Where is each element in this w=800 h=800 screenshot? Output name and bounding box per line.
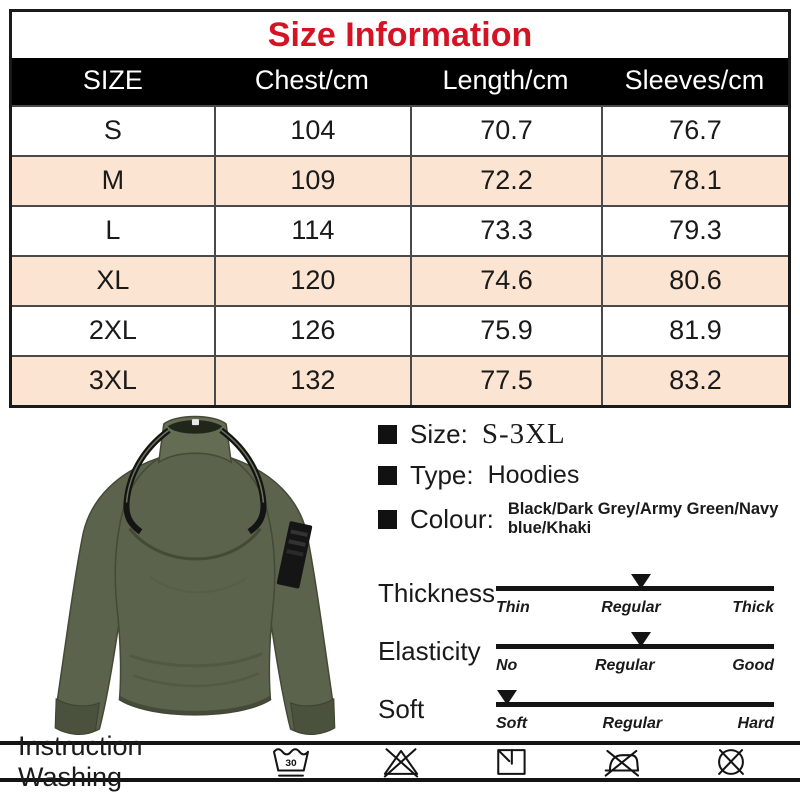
slider-label: Elasticity — [378, 636, 481, 666]
spec-colour: Colour: Black/Dark Grey/Army Green/Navy … — [378, 500, 792, 538]
slider-track: No Regular Good — [496, 632, 774, 675]
tick-left: Thin — [496, 599, 530, 616]
col-header-sleeves: Sleeves/cm — [624, 65, 765, 95]
attribute-sliders: Thickness Thin Regular Thick Elasticity — [378, 574, 792, 733]
spec-label: Colour: — [410, 503, 494, 534]
spec-label: Type: — [410, 460, 474, 490]
table-row: S 104 70.7 76.7 — [12, 105, 788, 155]
slider-marker — [630, 574, 651, 589]
do-not-iron-icon — [604, 749, 640, 777]
col-header-chest: Chest/cm — [254, 65, 369, 95]
slider-line — [496, 702, 774, 707]
slider-track: Thin Regular Thick — [496, 574, 774, 617]
spec-size: Size: S-3XL — [378, 418, 792, 451]
cell-sleeves: 76.7 — [600, 107, 788, 155]
square-bullet-icon — [378, 466, 397, 485]
tick-center: Regular — [602, 715, 663, 732]
table-row: 2XL 126 75.9 81.9 — [12, 305, 788, 355]
washing-icons: 30 — [236, 745, 800, 779]
pullover-illustration — [54, 415, 336, 736]
cell-chest: 104 — [213, 107, 410, 155]
tick-center: Regular — [594, 657, 655, 674]
cell-length: 75.9 — [410, 307, 601, 355]
cell-length: 77.5 — [410, 357, 601, 405]
cell-length: 73.3 — [410, 207, 601, 255]
size-table: Size Information SIZE Chest/cm Length/cm… — [9, 9, 791, 408]
cell-size: M — [101, 165, 125, 195]
cell-chest: 109 — [213, 157, 410, 205]
square-bullet-icon — [378, 509, 397, 529]
cell-sleeves: 78.1 — [600, 157, 788, 205]
tick-left: No — [496, 657, 518, 674]
product-photo-pullover — [26, 406, 374, 738]
cell-size: 2XL — [88, 315, 137, 345]
col-header-length: Length/cm — [442, 65, 569, 95]
tick-right: Good — [732, 657, 774, 674]
cell-size: 3XL — [88, 365, 137, 395]
tick-left: Soft — [496, 715, 528, 732]
tick-right: Hard — [737, 715, 774, 732]
cell-size: S — [103, 115, 122, 145]
cell-size: XL — [96, 265, 130, 295]
cell-sleeves: 81.9 — [600, 307, 788, 355]
slider-ticks: No Regular Good — [496, 657, 774, 675]
washing-label: Instruction Washing — [18, 730, 143, 792]
cell-sleeves: 80.6 — [600, 257, 788, 305]
table-row: XL 120 74.6 80.6 — [12, 255, 788, 305]
cell-chest: 132 — [213, 357, 410, 405]
do-not-dry-clean-icon — [718, 748, 744, 775]
cell-size: L — [105, 215, 121, 245]
slider-marker — [497, 690, 518, 705]
slider-ticks: Thin Regular Thick — [496, 599, 774, 617]
dry-in-shade-icon — [497, 748, 526, 775]
spec-label: Size: — [410, 419, 468, 449]
spec-type: Type: Hoodies — [378, 460, 792, 491]
slider-label: Thickness — [378, 578, 496, 608]
thickness-slider: Thickness Thin Regular Thick — [378, 574, 792, 617]
cell-length: 70.7 — [410, 107, 601, 155]
slider-label: Soft — [378, 694, 425, 724]
cell-chest: 120 — [213, 257, 410, 305]
table-header-row: SIZE Chest/cm Length/cm Sleeves/cm — [12, 58, 788, 105]
do-not-bleach-icon — [383, 747, 419, 777]
slider-ticks: Soft Regular Hard — [496, 715, 774, 733]
tick-center: Regular — [601, 599, 661, 616]
cell-sleeves: 83.2 — [600, 357, 788, 405]
table-row: L 114 73.3 79.3 — [12, 205, 788, 255]
cell-chest: 114 — [213, 207, 410, 255]
soft-slider: Soft Soft Regular Hard — [378, 690, 792, 733]
slider-marker — [630, 632, 651, 647]
spec-value: S-3XL — [481, 418, 566, 450]
cell-length: 72.2 — [410, 157, 601, 205]
tick-right: Thick — [732, 599, 774, 616]
table-row: 3XL 132 77.5 83.2 — [12, 355, 788, 405]
wash-30-icon: 30 — [272, 747, 310, 777]
product-info: Size: S-3XL Type: Hoodies Colour: Black/… — [378, 418, 792, 748]
square-bullet-icon — [378, 425, 397, 444]
cell-length: 74.6 — [410, 257, 601, 305]
washing-instruction-bar: Instruction Washing 30 — [0, 731, 800, 792]
spec-value: Hoodies — [487, 461, 580, 489]
cell-chest: 126 — [213, 307, 410, 355]
spec-value: Black/Dark Grey/Army Green/Navy blue/Kha… — [507, 500, 779, 537]
col-header-size: SIZE — [82, 65, 143, 95]
sleeve-patch — [276, 521, 313, 589]
page-title: Size Information — [12, 12, 788, 58]
elasticity-slider: Elasticity No Regular Good — [378, 632, 792, 675]
svg-text:30: 30 — [285, 758, 297, 769]
cell-sleeves: 79.3 — [600, 207, 788, 255]
slider-track: Soft Regular Hard — [496, 690, 774, 733]
table-row: M 109 72.2 78.1 — [12, 155, 788, 205]
